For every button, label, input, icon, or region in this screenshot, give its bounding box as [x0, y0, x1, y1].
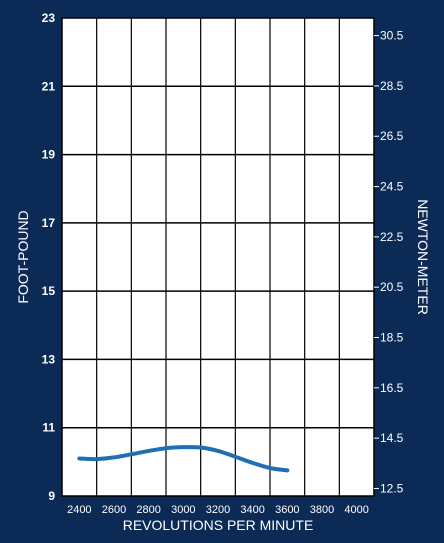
x-tick-label: 2800 [136, 504, 160, 516]
y2-tick-label: 24.5 [380, 180, 404, 194]
y-tick-label: 17 [42, 216, 56, 230]
y2-tick-label: 22.5 [380, 230, 404, 244]
y2-tick-label: 12.5 [380, 481, 404, 495]
grid-layer [62, 18, 374, 496]
x-tick-label: 3600 [275, 504, 299, 516]
y-tick-label: 19 [42, 148, 56, 162]
y2-axis-label: NEWTON-METER [415, 199, 431, 315]
series-layer [77, 445, 290, 473]
x-tick-label: 3000 [171, 504, 195, 516]
tick-layer: 9 11 13 15 17 19 21 23 2400 2600 2800 3000 3200 3400 3… [42, 11, 404, 516]
x-tick-label: 4000 [344, 504, 368, 516]
y2-tick-label: 14.5 [380, 431, 404, 445]
y-tick-label: 21 [42, 79, 56, 93]
x-tick-label: 2600 [102, 504, 126, 516]
x-tick-label: 3400 [240, 504, 264, 516]
x-tick-label: 3800 [310, 504, 334, 516]
x-axis-label: REVOLUTIONS PER MINUTE [123, 517, 314, 533]
y-tick-label: 11 [42, 421, 55, 435]
y2-tick-label: 16.5 [380, 381, 404, 395]
y-tick-label: 13 [42, 352, 56, 366]
y-tick-label: 15 [42, 284, 56, 298]
torque-series-line [77, 445, 290, 473]
y-axis-label: FOOT-POUND [15, 210, 31, 303]
y2-tick-label: 20.5 [380, 280, 404, 294]
y2-tick-label: 30.5 [380, 29, 404, 43]
x-tick-label: 3200 [206, 504, 230, 516]
y2-tick-label: 28.5 [380, 79, 404, 93]
x-tick-label: 2400 [67, 504, 91, 516]
y-tick-label: 9 [48, 489, 55, 503]
y2-tick-label: 26.5 [380, 129, 404, 143]
y2-tick-label: 18.5 [380, 331, 404, 345]
plot-area [61, 17, 375, 497]
y-tick-label: 23 [42, 11, 56, 25]
